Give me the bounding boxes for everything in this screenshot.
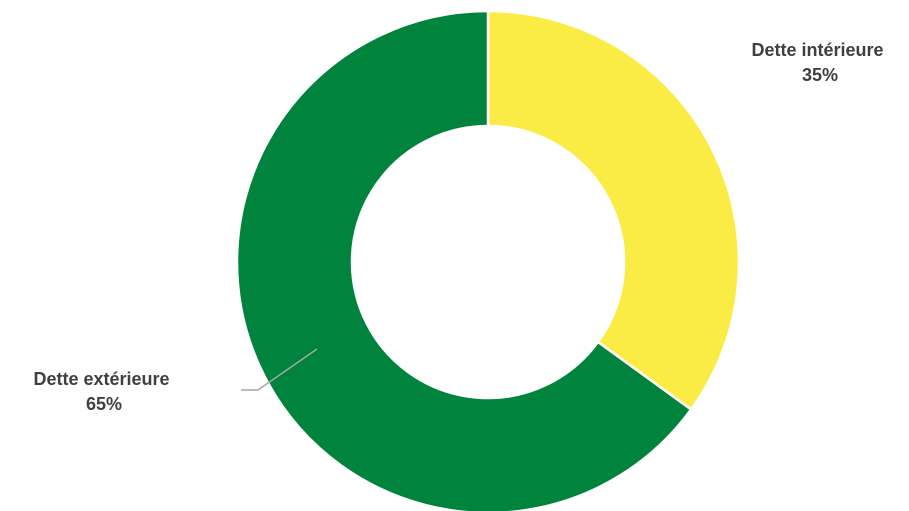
leader-line-dette-exterieure bbox=[241, 348, 318, 391]
leader-lines bbox=[241, 348, 318, 391]
label-dette-interieure-value: 35% bbox=[802, 65, 838, 85]
slice-dette-interieure bbox=[486, 9, 741, 412]
label-dette-exterieure: Dette extérieure 65% bbox=[33, 369, 174, 414]
label-dette-interieure-name: Dette intérieure bbox=[751, 40, 883, 60]
label-dette-interieure: Dette intérieure 35% bbox=[751, 40, 888, 85]
slice-labels: Dette intérieure 35% Dette extérieure 65… bbox=[33, 40, 888, 414]
label-dette-exterieure-value: 65% bbox=[86, 394, 122, 414]
slice-dette-exterieure bbox=[235, 9, 693, 511]
label-dette-exterieure-name: Dette extérieure bbox=[33, 369, 169, 389]
donut-slices bbox=[235, 9, 741, 511]
